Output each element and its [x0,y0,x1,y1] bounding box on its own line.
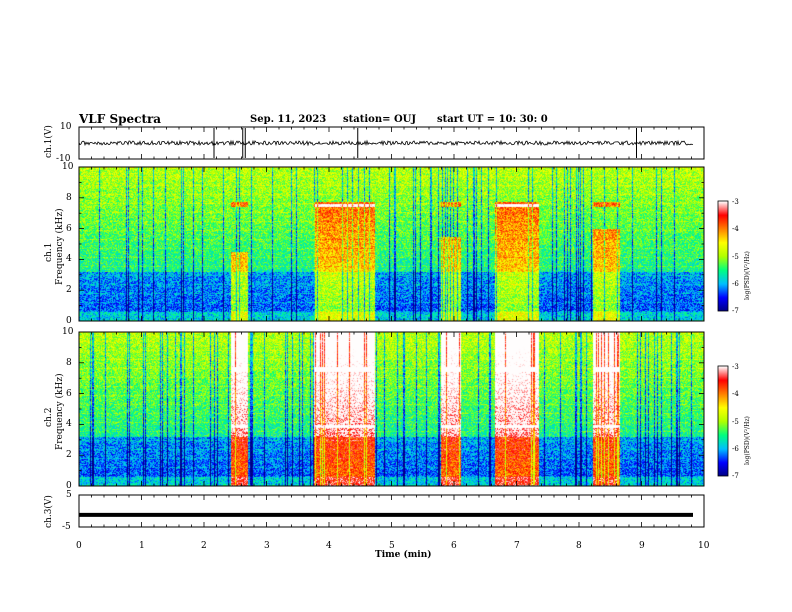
xtick-10: 10 [698,541,710,551]
ch1-spec-ytick-4: 4 [66,254,72,264]
cb1-tick-m7: -7 [732,307,739,315]
ch1-spec-ytick-8: 8 [66,193,72,203]
ch3-waveform-ylabel: ch.3(V) [44,495,54,528]
ch1-spectrogram-image [79,167,704,321]
date-label: Sep. 11, 2023 [250,114,327,125]
ch1-spectrogram-holder [79,167,704,321]
xtick-2: 2 [201,541,207,551]
cb2-tick-m5: -5 [732,418,739,426]
xtick-8: 8 [576,541,582,551]
start-time-label: start UT = 10: 30: 0 [437,114,548,125]
colorbar1-image [718,201,728,311]
ch2-spec-ytick-10: 10 [62,327,74,337]
ch2-spec-ytick-8: 8 [66,358,72,368]
cb2-tick-m6: -6 [732,445,739,453]
colorbar2-image [718,366,728,476]
ch2-spec-ytick-0: 0 [66,481,72,491]
ch2-spectrogram-ylabel-freq: Frequency (kHz) [55,373,65,450]
ch1-spec-ytick-0: 0 [66,316,72,326]
xtick-0: 0 [76,541,82,551]
ch3-ytick-top: 5 [66,490,72,500]
ch2-spectrogram-image [79,332,704,486]
ch1-spectrogram-ylabel-channel: ch.1 [44,242,54,262]
ch1-waveform-ylabel: ch.1(V) [44,125,54,158]
axis-ticks [78,127,705,527]
xtick-7: 7 [514,541,520,551]
ch1-waveform-trace [78,128,694,158]
xaxis-label: Time (min) [375,550,432,560]
ch1-ytick-top: 10 [60,122,72,132]
cb2-label: log(PSD)(V²/Hz) [744,416,751,465]
cb1-label: log(PSD)(V²/Hz) [744,251,751,300]
colorbar1-holder [718,201,728,311]
colorbar2-holder [718,366,728,476]
ch2-spec-ytick-4: 4 [66,419,72,429]
ch1-trace-line [78,139,694,147]
ch1-ytick-bottom: -10 [56,154,71,164]
xtick-4: 4 [326,541,332,551]
ch1-spec-ytick-6: 6 [66,224,72,234]
ch1-spectrogram-ylabel-freq: Frequency (kHz) [55,208,65,285]
cb1-tick-m6: -6 [732,280,739,288]
colorbar2-frame [717,365,729,477]
ch2-spectrogram-holder [79,332,704,486]
cb2-tick-m4: -4 [732,390,739,398]
xtick-9: 9 [639,541,645,551]
cb2-tick-m3: -3 [732,363,739,371]
xtick-6: 6 [451,541,457,551]
chart-title: VLF Spectra [79,112,162,126]
ch2-spectrogram-ylabel-channel: ch.2 [44,407,54,427]
cb1-tick-m5: -5 [732,253,739,261]
cb2-tick-m7: -7 [732,472,739,480]
ch1-spec-ytick-10: 10 [62,162,74,172]
ch2-spec-ytick-2: 2 [66,450,72,460]
cb1-tick-m3: -3 [732,198,739,206]
xtick-3: 3 [264,541,270,551]
ch3-ytick-bottom: -5 [62,522,71,532]
ch2-spec-ytick-6: 6 [66,389,72,399]
station-label: station= OUJ [343,114,417,125]
xtick-5: 5 [389,541,395,551]
ch1-spec-ytick-2: 2 [66,285,72,295]
xtick-1: 1 [139,541,145,551]
colorbar1-frame [717,200,729,312]
cb1-tick-m4: -4 [732,225,739,233]
